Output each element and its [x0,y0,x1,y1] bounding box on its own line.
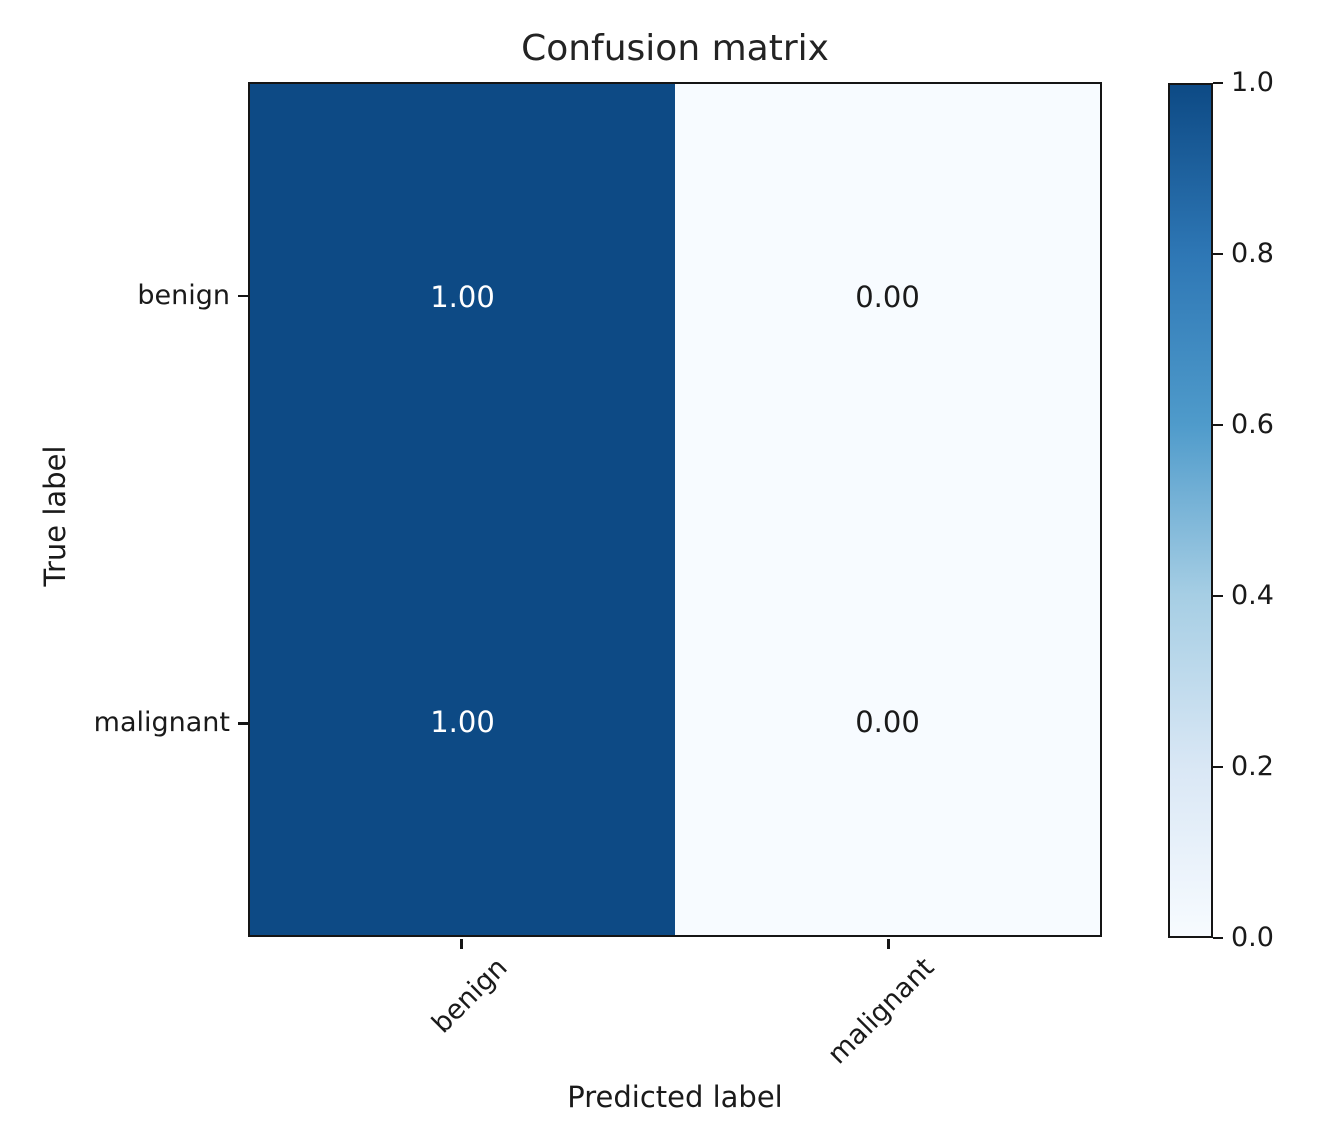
y-tick-mark [238,722,248,725]
colorbar-tick-mark [1213,252,1223,256]
colorbar-tick-mark [1213,765,1223,769]
chart-title: Confusion matrix [521,28,829,69]
colorbar-tick-label-0.6: 0.6 [1231,409,1274,440]
x-tick-label-malignant: malignant [822,952,941,1071]
y-tick-label-benign: benign [137,279,230,311]
colorbar-tick-mark [1213,594,1223,598]
matrix-cell-malignant-benign: 1.00 [250,509,675,935]
heatmap-plot: 1.00 0.00 1.00 0.00 [248,82,1102,937]
matrix-cell-malignant-malignant: 0.00 [675,509,1100,935]
colorbar-tick-label-0.8: 0.8 [1231,238,1274,269]
colorbar-tick-mark [1213,423,1223,427]
x-tick-mark [460,939,463,949]
colorbar-tick-mark [1213,81,1223,85]
colorbar-tick-label-1.0: 1.0 [1231,67,1274,98]
y-tick-mark [238,294,248,297]
matrix-cell-benign-benign: 1.00 [250,84,675,510]
matrix-grid: 1.00 0.00 1.00 0.00 [250,84,1100,935]
y-axis-label: True label [38,445,72,587]
matrix-cell-benign-malignant: 0.00 [675,84,1100,510]
x-tick-label-benign: benign [426,952,514,1040]
x-tick-mark [887,939,890,949]
colorbar-tick-label-0.0: 0.0 [1231,922,1274,953]
colorbar [1168,83,1213,938]
colorbar-tick-mark [1213,936,1223,940]
x-axis-label: Predicted label [567,1080,783,1114]
y-tick-label-malignant: malignant [93,707,230,739]
colorbar-tick-label-0.2: 0.2 [1231,751,1274,782]
colorbar-tick-label-0.4: 0.4 [1231,580,1274,611]
